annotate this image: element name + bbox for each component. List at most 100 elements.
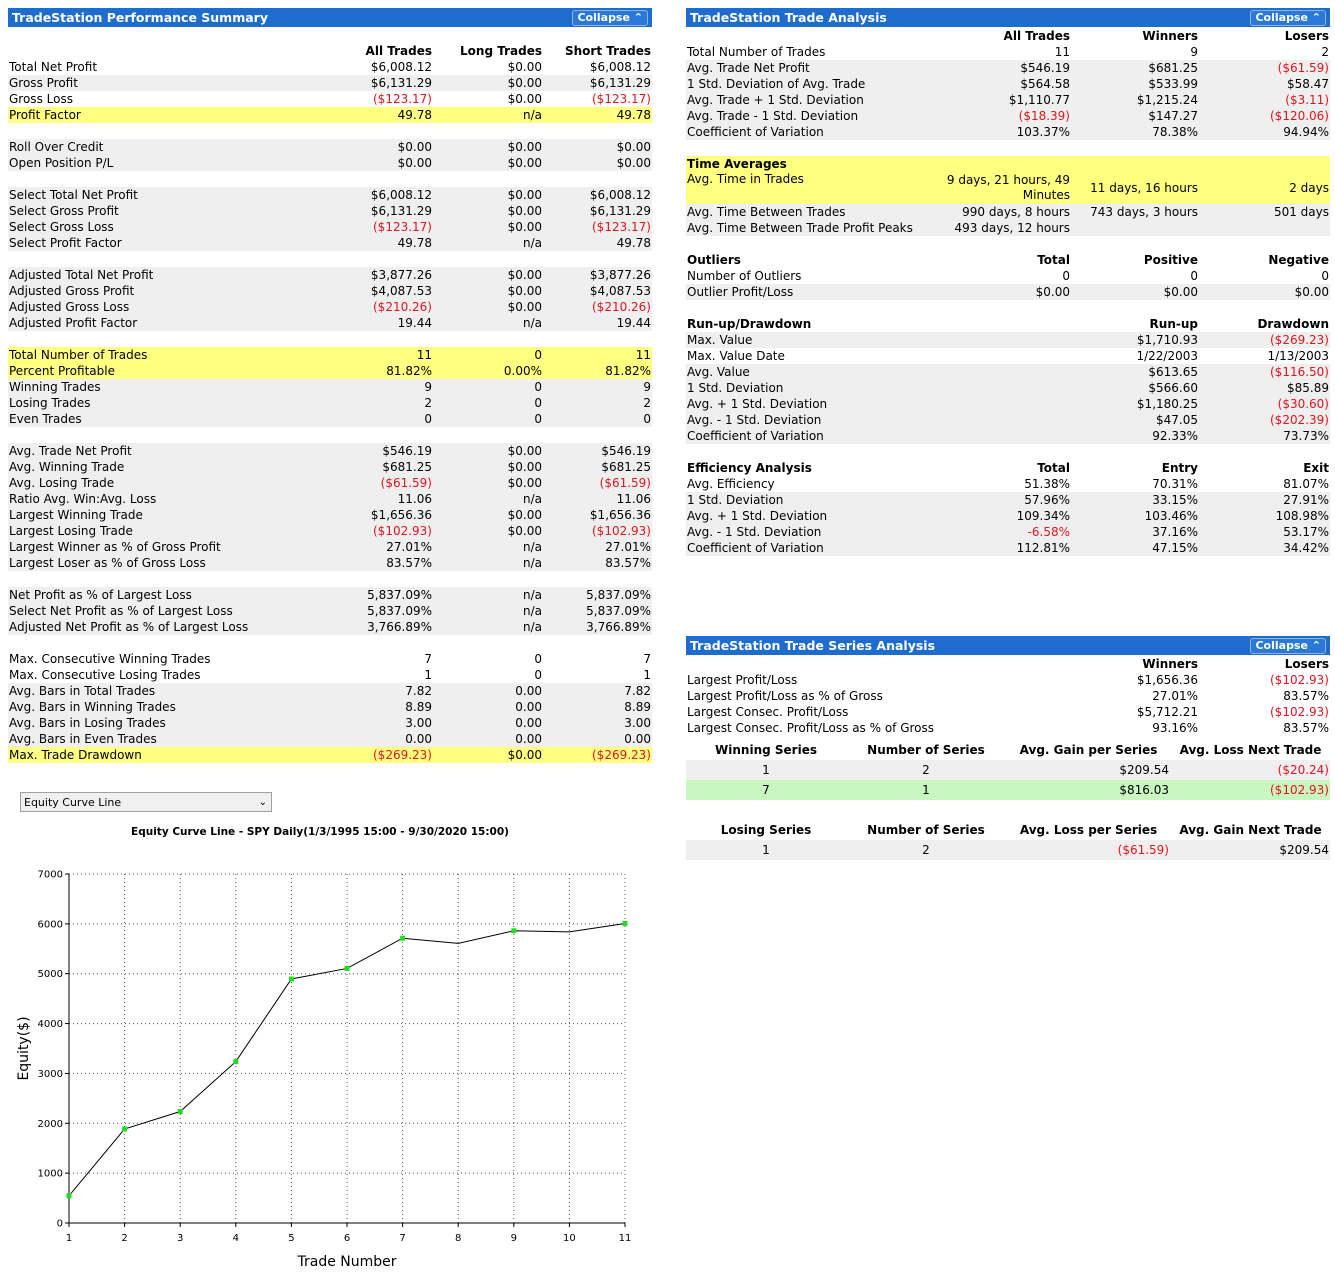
- table-row: Largest Consec. Profit/Loss as % of Gros…: [686, 720, 1330, 736]
- cell-value: 0.00: [433, 731, 543, 747]
- cell-value: ($116.50): [1199, 364, 1330, 380]
- chart-type-dropdown[interactable]: Equity Curve Line ⌄: [20, 792, 272, 812]
- cell-value: Run-up: [1149, 317, 1198, 331]
- cell-value: $0.00: [433, 283, 543, 299]
- cell-value: 8.89: [543, 699, 652, 715]
- cell-value: 1: [424, 668, 432, 682]
- trade-series-title-text: TradeStation Trade Series Analysis: [690, 638, 936, 653]
- table-row: Max. Value Date 1/22/2003 1/13/2003: [686, 348, 1330, 364]
- table-row: Winning Trades 9 0 9: [8, 379, 652, 395]
- cell-value: 92.33%: [1071, 428, 1199, 444]
- cell-value: All Trades: [1003, 29, 1070, 43]
- cell-value: 2 days: [1199, 172, 1330, 204]
- table-row: Adjusted Gross Loss ($210.26) $0.00 ($210.2…: [8, 299, 652, 315]
- trade-series-panel: TradeStation Trade Series Analysis Colla…: [686, 636, 1330, 860]
- data-point: [400, 935, 406, 941]
- cell-value: 2: [543, 395, 652, 411]
- column-header: Avg. Loss per Series: [1019, 823, 1158, 837]
- performance-summary-title-text: TradeStation Performance Summary: [12, 10, 268, 25]
- table-row: Total Net Profit $6,008.12 $0.00 $6,008.12: [8, 59, 652, 75]
- x-tick-label: 2: [121, 1233, 127, 1244]
- cell-value: $1,110.77: [926, 92, 1071, 108]
- cell-value: $1,656.36: [348, 507, 433, 523]
- cell-value: $1,215.24: [1071, 92, 1199, 108]
- cell-value: 93.16%: [1152, 721, 1198, 735]
- performance-summary-panel: TradeStation Performance Summary Collaps…: [8, 8, 652, 763]
- table-row: Time Averages: [686, 156, 1330, 172]
- table-row: Ratio Avg. Win:Avg. Loss 11.06 n/a 11.06: [8, 491, 652, 507]
- cell-value: 81.07%: [1283, 477, 1329, 491]
- table-row: Adjusted Gross Profit $4,087.53 $0.00 $4,08…: [8, 283, 652, 299]
- x-tick-label: 4: [233, 1233, 239, 1244]
- collapse-button[interactable]: Collapse ⌃: [1250, 638, 1326, 654]
- table-row: Avg. Value $613.65 ($116.50): [686, 364, 1330, 380]
- cell-value: ($30.60): [1199, 396, 1330, 412]
- cell-value: [926, 332, 1071, 348]
- cell-value: 7.82: [348, 683, 433, 699]
- row-label: Largest Consec. Profit/Loss: [687, 705, 849, 719]
- cell-value: $147.27: [1071, 108, 1199, 124]
- x-tick-label: 10: [563, 1233, 576, 1244]
- table-row: 1 Std. Deviation 57.96% 33.15% 27.91%: [686, 492, 1330, 508]
- cell-value: $6,008.12: [370, 60, 432, 74]
- cell-value: ($102.93): [1171, 780, 1330, 800]
- trade-analysis-title: TradeStation Trade Analysis Collapse ⌃: [686, 8, 1330, 27]
- row-label: Avg. Losing Trade: [8, 475, 348, 491]
- table-header-row: Losing Series Number of Series Avg. Loss p…: [686, 820, 1330, 840]
- cell-value: 49.78: [348, 107, 433, 123]
- spacer-row: [686, 300, 1330, 316]
- cell-value: [1071, 156, 1199, 172]
- cell-value: 1: [686, 840, 846, 860]
- cell-value: $6,131.29: [348, 75, 433, 91]
- cell-value: 1: [686, 760, 846, 780]
- cell-value: n/a: [433, 315, 543, 331]
- row-label: Avg. Trade Net Profit: [8, 443, 348, 459]
- cell-value: 83.57%: [1283, 689, 1329, 703]
- table-row: Run-up/Drawdown Run-up Drawdown: [686, 316, 1330, 332]
- cell-value: $0.00: [433, 523, 543, 539]
- table-row: All Trades Winners Losers: [686, 28, 1330, 44]
- table-row: Avg. Trade + 1 Std. Deviation $1,110.77 $1…: [686, 92, 1330, 108]
- cell-value: 9: [1190, 45, 1198, 59]
- x-tick-label: 11: [619, 1233, 632, 1244]
- table-row: Adjusted Profit Factor 19.44 n/a 19.44: [8, 315, 652, 331]
- row-label: Max. Consecutive Losing Trades: [9, 668, 201, 682]
- row-label: Avg. Bars in Winning Trades: [8, 699, 348, 715]
- cell-value: $47.05: [1071, 412, 1199, 428]
- data-point: [622, 920, 628, 926]
- cell-value: $0.00: [348, 155, 433, 171]
- row-label: Even Trades: [8, 411, 348, 427]
- cell-value: $681.25: [543, 459, 652, 475]
- cell-value: Entry: [1161, 461, 1198, 475]
- cell-value: [946, 656, 1071, 672]
- spacer-row: [8, 331, 652, 347]
- collapse-button[interactable]: Collapse ⌃: [572, 10, 648, 26]
- cell-value: 49.78: [543, 235, 652, 251]
- cell-value: 11: [348, 347, 433, 363]
- cell-value: 5,837.09%: [543, 603, 652, 619]
- cell-value: 0: [433, 347, 543, 363]
- cell-value: 2: [1321, 45, 1329, 59]
- cell-value: n/a: [433, 555, 543, 571]
- row-label: Avg. Value: [686, 364, 926, 380]
- cell-value: 3.00: [348, 715, 433, 731]
- table-row: Gross Profit $6,131.29 $0.00 $6,131.29: [8, 75, 652, 91]
- row-label: Total Number of Trades: [687, 45, 826, 59]
- collapse-button[interactable]: Collapse ⌃: [1250, 10, 1326, 26]
- cell-value: 0: [348, 411, 433, 427]
- cell-value: $816.03: [1006, 780, 1171, 800]
- row-label: Largest Consec. Profit/Loss as % of Gros…: [687, 721, 935, 735]
- row-label: Avg. Time in Trades: [686, 172, 926, 204]
- cell-value: $0.00: [348, 139, 433, 155]
- table-row: Select Gross Profit $6,131.29 $0.00 $6,131.…: [8, 203, 652, 219]
- table-row: Open Position P/L $0.00 $0.00 $0.00: [8, 155, 652, 171]
- cell-value: ($3.11): [1199, 92, 1330, 108]
- cell-value: Losers: [1284, 657, 1329, 671]
- cell-value: 3,766.89%: [543, 619, 652, 635]
- row-label: Largest Winner as % of Gross Profit: [8, 539, 348, 555]
- row-label: Avg. Bars in Even Trades: [8, 731, 348, 747]
- row-label: Adjusted Gross Profit: [8, 283, 348, 299]
- cell-value: ($102.93): [543, 523, 652, 539]
- spacer-row: [686, 236, 1330, 252]
- cell-value: ($61.59): [543, 475, 652, 491]
